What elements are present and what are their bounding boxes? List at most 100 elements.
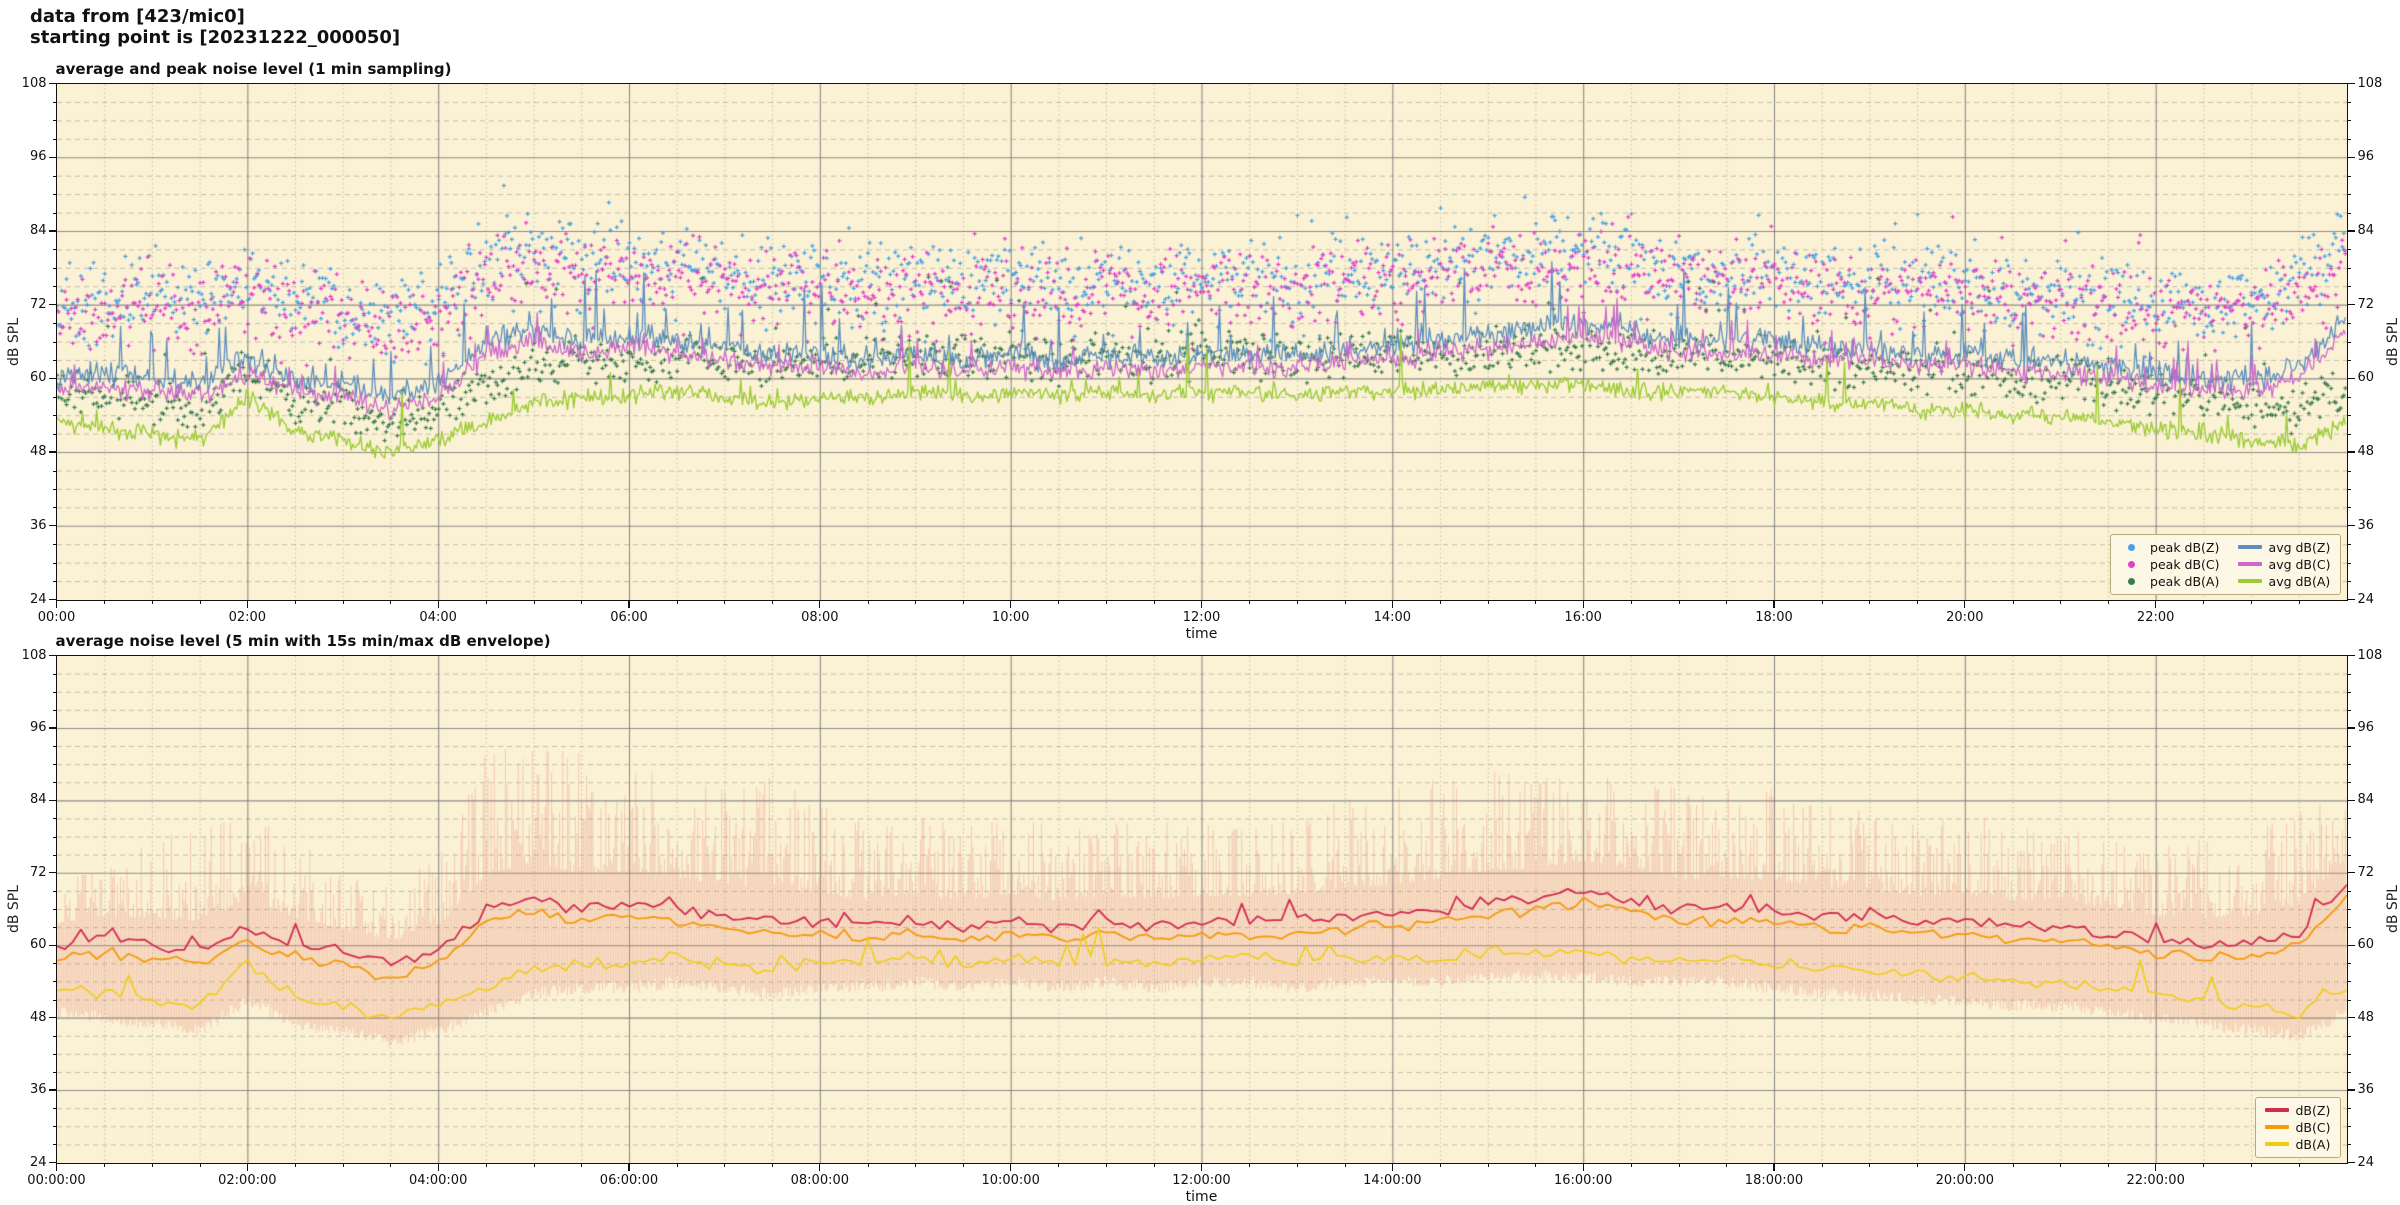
x-minor-tick xyxy=(2013,600,2014,604)
x-tick-label: 08:00:00 xyxy=(775,1173,865,1188)
y-minor-tick xyxy=(2347,746,2351,747)
x-minor-tick xyxy=(1917,1163,1918,1167)
legend-marker-peak-dbz xyxy=(2128,544,2135,551)
chart-average-noise-envelope: average noise level (5 min with 15s min/… xyxy=(56,655,2348,1164)
legend-line-dbc xyxy=(2265,1125,2289,1129)
y-minor-tick xyxy=(2347,507,2351,508)
x-minor-tick xyxy=(915,1163,916,1167)
x-tick xyxy=(819,600,820,608)
x-minor-tick xyxy=(1631,600,1632,604)
x-tick-label: 12:00 xyxy=(1157,610,1247,625)
y-minor-tick xyxy=(53,1126,57,1127)
x-tick xyxy=(1773,1163,1774,1171)
y-minor-tick xyxy=(53,1108,57,1109)
x-minor-tick xyxy=(152,600,153,604)
y-minor-tick xyxy=(53,710,57,711)
y-tick xyxy=(2347,157,2355,158)
x-tick-label: 02:00 xyxy=(202,610,292,625)
y-tick-label: 60 xyxy=(3,937,47,952)
y-minor-tick xyxy=(2347,674,2351,675)
x-minor-tick xyxy=(152,1163,153,1167)
y-minor-tick xyxy=(2347,581,2351,582)
y-tick xyxy=(2347,945,2355,946)
x-minor-tick xyxy=(1726,600,1727,604)
y-tick-label: 108 xyxy=(2358,76,2400,91)
legend-item: dB(Z) xyxy=(2265,1102,2331,1119)
x-minor-tick xyxy=(2013,1163,2014,1167)
noise-plot-canvas-top xyxy=(57,84,2347,600)
y-minor-tick xyxy=(53,194,57,195)
y-minor-tick xyxy=(53,764,57,765)
x-tick-label: 04:00 xyxy=(393,610,483,625)
x-tick xyxy=(628,600,629,608)
x-minor-tick xyxy=(2203,600,2204,604)
legend-line-avg-dba xyxy=(2238,579,2262,583)
y-minor-tick xyxy=(2347,1126,2351,1127)
x-tick-label: 20:00 xyxy=(1920,610,2010,625)
header-source-line: data from [423/mic0] xyxy=(30,6,400,27)
y-tick-label: 60 xyxy=(3,370,47,385)
x-tick xyxy=(1964,600,1965,608)
y-minor-tick xyxy=(53,692,57,693)
y-tick-label: 36 xyxy=(3,1082,47,1097)
y-tick xyxy=(49,945,57,946)
x-tick-label: 16:00:00 xyxy=(1538,1173,1628,1188)
legend-item: peak dB(A) xyxy=(2120,573,2220,590)
x-tick xyxy=(1392,600,1393,608)
x-tick-label: 18:00:00 xyxy=(1729,1173,1819,1188)
x-tick xyxy=(247,1163,248,1171)
y-minor-tick xyxy=(53,818,57,819)
y-tick-label: 84 xyxy=(2358,792,2400,807)
y-tick-label: 96 xyxy=(2358,720,2400,735)
y-minor-tick xyxy=(2347,489,2351,490)
y-tick-label: 24 xyxy=(3,592,47,607)
y-tick xyxy=(2347,1017,2355,1018)
x-minor-tick xyxy=(1297,600,1298,604)
y-tick-label: 36 xyxy=(2358,518,2400,533)
x-tick-label: 04:00:00 xyxy=(393,1173,483,1188)
x-minor-tick xyxy=(295,600,296,604)
chart-average-peak-noise: average and peak noise level (1 min samp… xyxy=(56,83,2348,601)
x-minor-tick xyxy=(1917,600,1918,604)
y-tick-label: 36 xyxy=(2358,1082,2400,1097)
y-minor-tick xyxy=(53,415,57,416)
y-minor-tick xyxy=(53,746,57,747)
legend-label: dB(A) xyxy=(2296,1136,2331,1153)
x-minor-tick xyxy=(1154,600,1155,604)
x-minor-tick xyxy=(1535,1163,1536,1167)
y-minor-tick xyxy=(2347,194,2351,195)
x-tick xyxy=(2155,600,2156,608)
y-minor-tick xyxy=(53,563,57,564)
x-minor-tick xyxy=(1154,1163,1155,1167)
y-tick xyxy=(2347,655,2355,656)
x-minor-tick xyxy=(2299,600,2300,604)
x-tick xyxy=(1583,600,1584,608)
y-minor-tick xyxy=(53,674,57,675)
x-tick-label: 00:00:00 xyxy=(12,1173,102,1188)
x-tick xyxy=(438,1163,439,1171)
x-tick xyxy=(1392,1163,1393,1171)
legend-bottom-chart: dB(Z) dB(C) dB(A) xyxy=(2255,1097,2341,1158)
x-minor-tick xyxy=(104,1163,105,1167)
y-minor-tick xyxy=(53,342,57,343)
y-minor-tick xyxy=(53,855,57,856)
y-minor-tick xyxy=(2347,342,2351,343)
x-minor-tick xyxy=(200,600,201,604)
figure-header: data from [423/mic0] starting point is [… xyxy=(30,6,400,48)
x-axis-label: time xyxy=(1186,1189,1218,1205)
y-minor-tick xyxy=(2347,176,2351,177)
y-minor-tick xyxy=(2347,891,2351,892)
y-minor-tick xyxy=(53,286,57,287)
y-tick xyxy=(49,83,57,84)
x-minor-tick xyxy=(1297,1163,1298,1167)
x-tick-label: 12:00:00 xyxy=(1157,1173,1247,1188)
y-minor-tick xyxy=(53,139,57,140)
y-tick xyxy=(2347,525,2355,526)
y-tick xyxy=(49,157,57,158)
y-minor-tick xyxy=(53,434,57,435)
x-minor-tick xyxy=(1488,1163,1489,1167)
y-minor-tick xyxy=(53,360,57,361)
y-tick xyxy=(2347,872,2355,873)
y-minor-tick xyxy=(2347,249,2351,250)
x-minor-tick xyxy=(724,600,725,604)
